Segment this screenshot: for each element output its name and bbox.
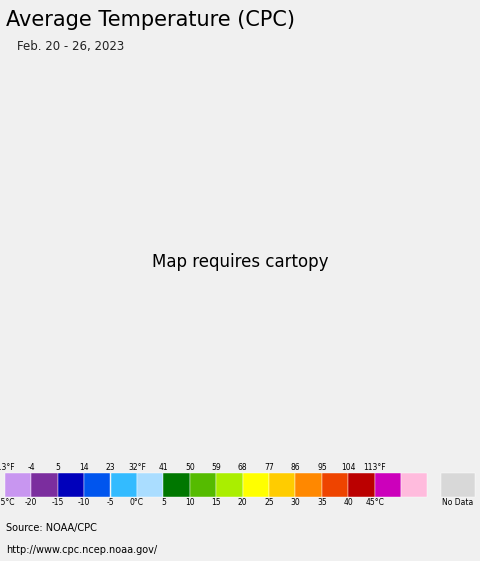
Bar (401, 473, 428, 497)
Text: 23: 23 (106, 463, 115, 472)
Bar (216, 473, 242, 497)
Text: -25°C: -25°C (0, 498, 15, 507)
Bar (322, 473, 348, 497)
Text: -15: -15 (51, 498, 64, 507)
Text: 30: 30 (290, 498, 300, 507)
Bar (110, 473, 137, 497)
Bar (375, 473, 401, 497)
Bar (243, 473, 269, 497)
Text: 41: 41 (158, 463, 168, 472)
Bar (31, 473, 58, 497)
Text: 50: 50 (185, 463, 195, 472)
Bar (269, 473, 295, 497)
Text: Map requires cartopy: Map requires cartopy (152, 253, 328, 272)
Bar (163, 473, 190, 497)
Bar (5, 473, 31, 497)
Text: 59: 59 (211, 463, 221, 472)
Bar (84, 473, 110, 497)
Text: -10: -10 (78, 498, 90, 507)
Text: Feb. 20 - 26, 2023: Feb. 20 - 26, 2023 (17, 40, 124, 53)
Text: 45°C: 45°C (365, 498, 384, 507)
Text: 68: 68 (238, 463, 248, 472)
Text: 14: 14 (79, 463, 89, 472)
Text: 5: 5 (161, 498, 166, 507)
Text: -20: -20 (25, 498, 37, 507)
Bar (441, 473, 475, 497)
Text: -13°F: -13°F (0, 463, 15, 472)
Bar (348, 473, 375, 497)
Text: 86: 86 (291, 463, 300, 472)
Text: 104: 104 (341, 463, 356, 472)
Bar (58, 473, 84, 497)
Text: 77: 77 (264, 463, 274, 472)
Text: -4: -4 (27, 463, 35, 472)
Text: 95: 95 (317, 463, 327, 472)
Text: http://www.cpc.ncep.noaa.gov/: http://www.cpc.ncep.noaa.gov/ (6, 545, 157, 555)
Text: -5: -5 (107, 498, 114, 507)
Text: 15: 15 (211, 498, 221, 507)
Bar (190, 473, 216, 497)
Bar (137, 473, 163, 497)
Text: 20: 20 (238, 498, 248, 507)
Text: 40: 40 (344, 498, 353, 507)
Text: 25: 25 (264, 498, 274, 507)
Bar (296, 473, 322, 497)
Text: 0°C: 0°C (130, 498, 144, 507)
Text: Source: NOAA/CPC: Source: NOAA/CPC (6, 523, 96, 533)
Text: 35: 35 (317, 498, 327, 507)
Text: 10: 10 (185, 498, 194, 507)
Text: 113°F: 113°F (363, 463, 386, 472)
Text: 5: 5 (55, 463, 60, 472)
Text: 32°F: 32°F (128, 463, 146, 472)
Text: No Data: No Data (443, 498, 474, 507)
Text: Average Temperature (CPC): Average Temperature (CPC) (6, 10, 295, 30)
